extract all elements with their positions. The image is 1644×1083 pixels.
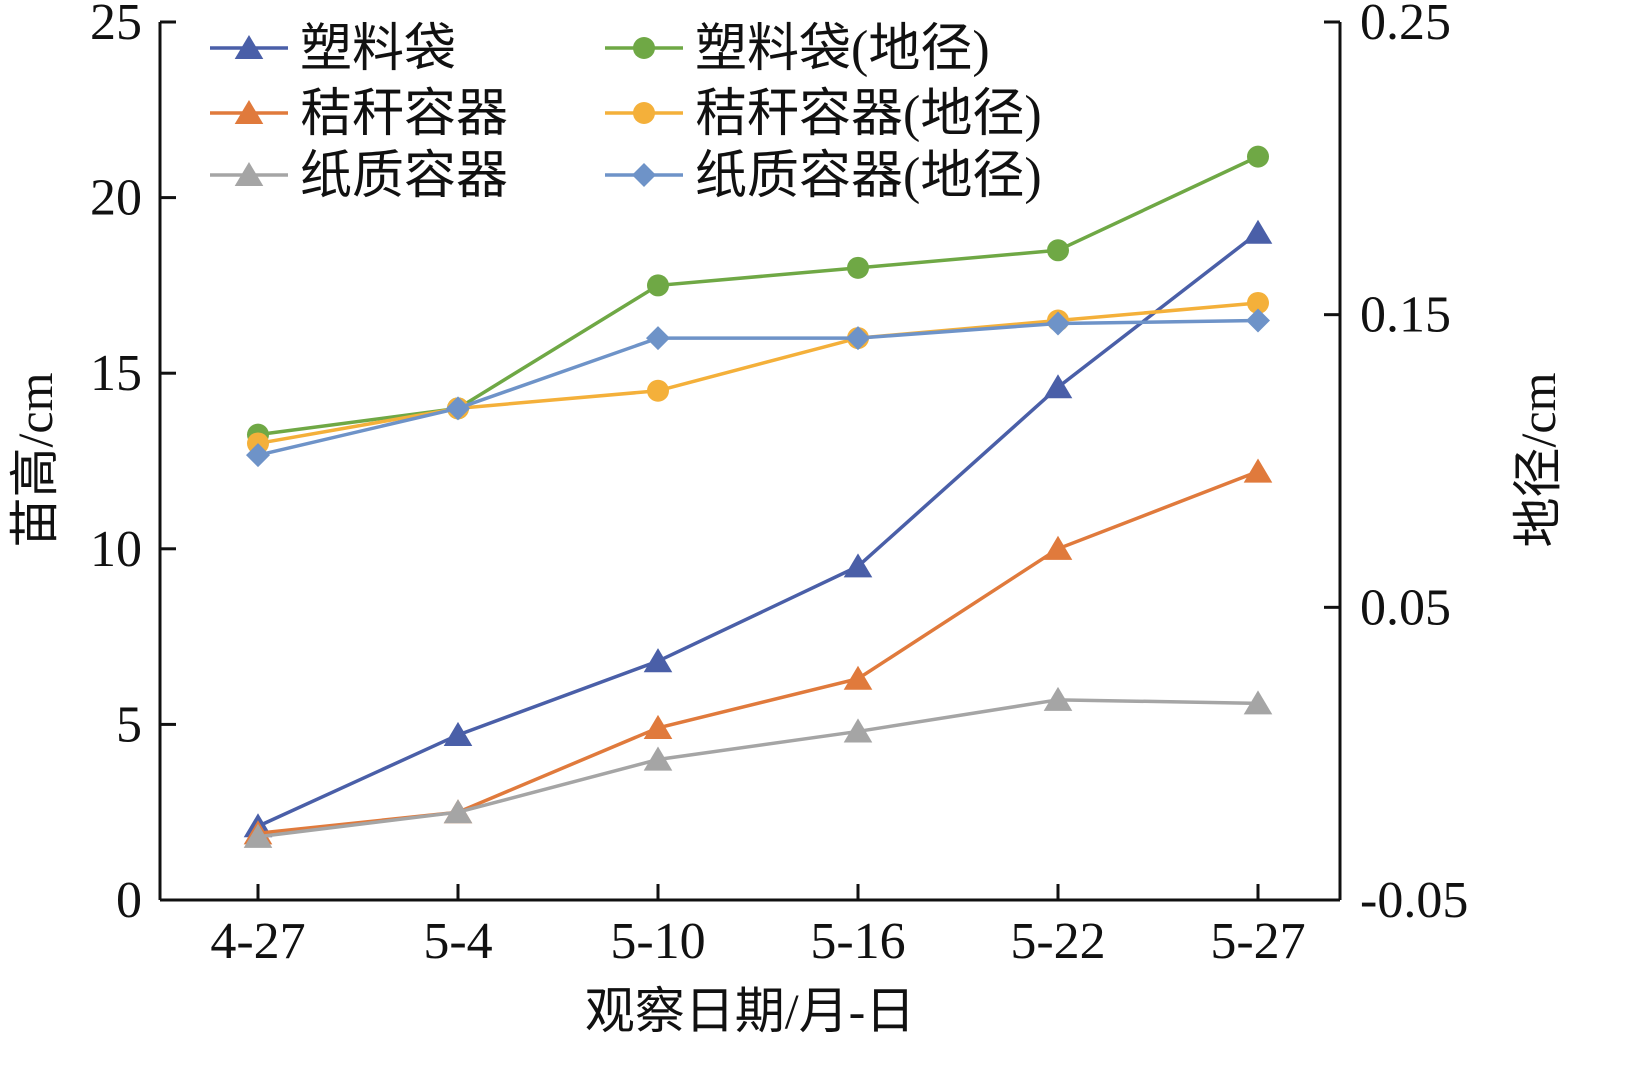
x-tick-label: 5-27 xyxy=(1210,913,1305,970)
legend-marker xyxy=(234,100,264,125)
left-y-axis-title: 苗高/cm xyxy=(7,372,63,547)
left-tick-label: 0 xyxy=(116,872,142,929)
legend-label: 纸质容器(地径) xyxy=(695,148,1042,205)
legend-item-5: 秸秆容器(地径) xyxy=(605,86,1042,143)
right-tick-label: -0.05 xyxy=(1360,872,1468,929)
data-point xyxy=(846,326,870,351)
x-tick-label: 4-27 xyxy=(210,913,305,970)
x-tick-label: 5-22 xyxy=(1010,913,1105,970)
data-point xyxy=(446,396,470,421)
data-point xyxy=(646,326,670,351)
series-line xyxy=(257,301,1259,446)
series-2 xyxy=(243,458,1273,845)
data-point xyxy=(843,553,873,578)
data-point xyxy=(443,799,473,824)
data-point xyxy=(647,274,669,297)
left-tick-label: 25 xyxy=(90,0,142,51)
series-line xyxy=(257,698,1259,839)
data-point xyxy=(643,746,673,771)
data-point xyxy=(243,823,273,848)
legend-item-6: 纸质容器(地径) xyxy=(605,148,1042,205)
legend-label: 纸质容器 xyxy=(300,148,508,205)
legend-marker xyxy=(633,102,655,124)
series-5 xyxy=(247,291,1269,455)
data-point xyxy=(1247,291,1269,314)
data-point xyxy=(843,718,873,743)
data-point xyxy=(1043,535,1073,560)
legend-item-2: 秸秆容器 xyxy=(210,86,508,143)
series-line xyxy=(257,469,1259,836)
data-point xyxy=(1047,239,1069,262)
legend-item-4: 塑料袋(地径) xyxy=(605,21,990,78)
x-axis-title: 观察日期/月-日 xyxy=(585,983,916,1039)
series-line xyxy=(257,231,1260,828)
legend-label: 秸秆容器(地径) xyxy=(695,86,1042,143)
legend-item-3: 纸质容器 xyxy=(210,148,508,205)
plot-frame xyxy=(158,22,1342,902)
left-tick-label: 10 xyxy=(90,521,142,578)
data-point xyxy=(647,379,669,402)
legend-marker xyxy=(632,163,656,187)
series-layer xyxy=(243,145,1273,848)
data-point xyxy=(1043,686,1073,711)
data-point xyxy=(443,721,473,746)
left-tick-label: 15 xyxy=(90,345,142,402)
legend-label: 塑料袋(地径) xyxy=(695,21,990,78)
series-line xyxy=(257,318,1259,457)
data-point xyxy=(1243,690,1273,715)
data-point xyxy=(1246,308,1270,333)
legend-marker xyxy=(234,35,264,60)
data-point xyxy=(1243,219,1273,244)
data-point xyxy=(1043,374,1073,399)
left-tick-label: 5 xyxy=(116,696,142,753)
legend-marker xyxy=(633,37,655,59)
left-tick-label: 20 xyxy=(90,170,142,227)
data-point xyxy=(1243,458,1273,483)
legend-label: 塑料袋 xyxy=(300,21,456,78)
left-y-ticks: 0 5 10 15 20 25 xyxy=(90,0,176,929)
data-point xyxy=(1247,145,1269,168)
legend-marker xyxy=(234,162,264,187)
data-point xyxy=(1046,311,1070,336)
series-6 xyxy=(246,308,1270,468)
data-point xyxy=(843,665,873,690)
x-ticks: 4-27 5-4 5-10 5-16 5-22 5-27 xyxy=(210,884,1306,970)
right-tick-label: 0.15 xyxy=(1360,287,1451,344)
x-tick-label: 5-4 xyxy=(423,913,492,970)
right-y-axis-title: 地径/cm xyxy=(1510,372,1566,547)
x-tick-label: 5-10 xyxy=(610,913,705,970)
x-tick-label: 5-16 xyxy=(810,913,905,970)
data-point xyxy=(246,443,270,468)
right-tick-label: 0.25 xyxy=(1360,0,1451,51)
data-point xyxy=(643,714,673,739)
legend-label: 秸秆容器 xyxy=(300,86,508,143)
data-point xyxy=(847,256,869,279)
right-tick-label: 0.05 xyxy=(1360,579,1451,636)
right-y-ticks: -0.05 0.05 0.15 0.25 xyxy=(1324,0,1468,929)
data-point xyxy=(643,648,673,673)
series-3 xyxy=(243,686,1273,848)
legend-item-1: 塑料袋 xyxy=(210,21,456,78)
